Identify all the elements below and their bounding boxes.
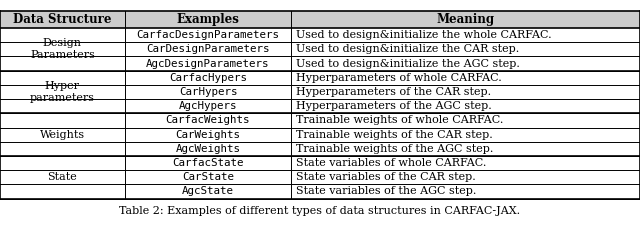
Text: AgcHypers: AgcHypers: [179, 101, 237, 111]
Text: CarfacWeights: CarfacWeights: [166, 115, 250, 125]
Text: Used to design&initialize the CAR step.: Used to design&initialize the CAR step.: [296, 44, 519, 54]
Text: CarHypers: CarHypers: [179, 87, 237, 97]
Bar: [0, 11, 640, 28]
Text: Hyperparameters of whole CARFAC.: Hyperparameters of whole CARFAC.: [296, 73, 501, 83]
Text: CarState: CarState: [182, 172, 234, 182]
Text: CarfacDesignParameters: CarfacDesignParameters: [136, 30, 280, 40]
Text: Trainable weights of whole CARFAC.: Trainable weights of whole CARFAC.: [296, 115, 503, 125]
Text: State variables of the CAR step.: State variables of the CAR step.: [296, 172, 476, 182]
Text: Trainable weights of the CAR step.: Trainable weights of the CAR step.: [296, 130, 492, 140]
Text: Hyperparameters of the AGC step.: Hyperparameters of the AGC step.: [296, 101, 492, 111]
Text: CarfacState: CarfacState: [172, 158, 244, 168]
Text: Data Structure: Data Structure: [13, 13, 111, 26]
Text: Meaning: Meaning: [436, 13, 495, 26]
Text: Weights: Weights: [40, 130, 85, 140]
Text: Hyperparameters of the CAR step.: Hyperparameters of the CAR step.: [296, 87, 491, 97]
Text: CarfacHypers: CarfacHypers: [169, 73, 247, 83]
Text: AgcState: AgcState: [182, 186, 234, 196]
Text: CarWeights: CarWeights: [175, 130, 241, 140]
Text: Used to design&initialize the AGC step.: Used to design&initialize the AGC step.: [296, 59, 520, 69]
Text: AgcDesignParameters: AgcDesignParameters: [147, 59, 269, 69]
Text: Table 2: Examples of different types of data structures in CARFAC-JAX.: Table 2: Examples of different types of …: [120, 206, 520, 216]
Text: State: State: [47, 172, 77, 182]
Text: Design
Parameters: Design Parameters: [30, 38, 95, 60]
Text: State variables of the AGC step.: State variables of the AGC step.: [296, 186, 476, 196]
Text: CarDesignParameters: CarDesignParameters: [147, 44, 269, 54]
Text: Trainable weights of the AGC step.: Trainable weights of the AGC step.: [296, 144, 493, 154]
Text: Examples: Examples: [177, 13, 239, 26]
Text: State variables of whole CARFAC.: State variables of whole CARFAC.: [296, 158, 486, 168]
Text: Used to design&initialize the whole CARFAC.: Used to design&initialize the whole CARF…: [296, 30, 551, 40]
Text: Hyper
parameters: Hyper parameters: [30, 81, 95, 103]
Text: AgcWeights: AgcWeights: [175, 144, 241, 154]
